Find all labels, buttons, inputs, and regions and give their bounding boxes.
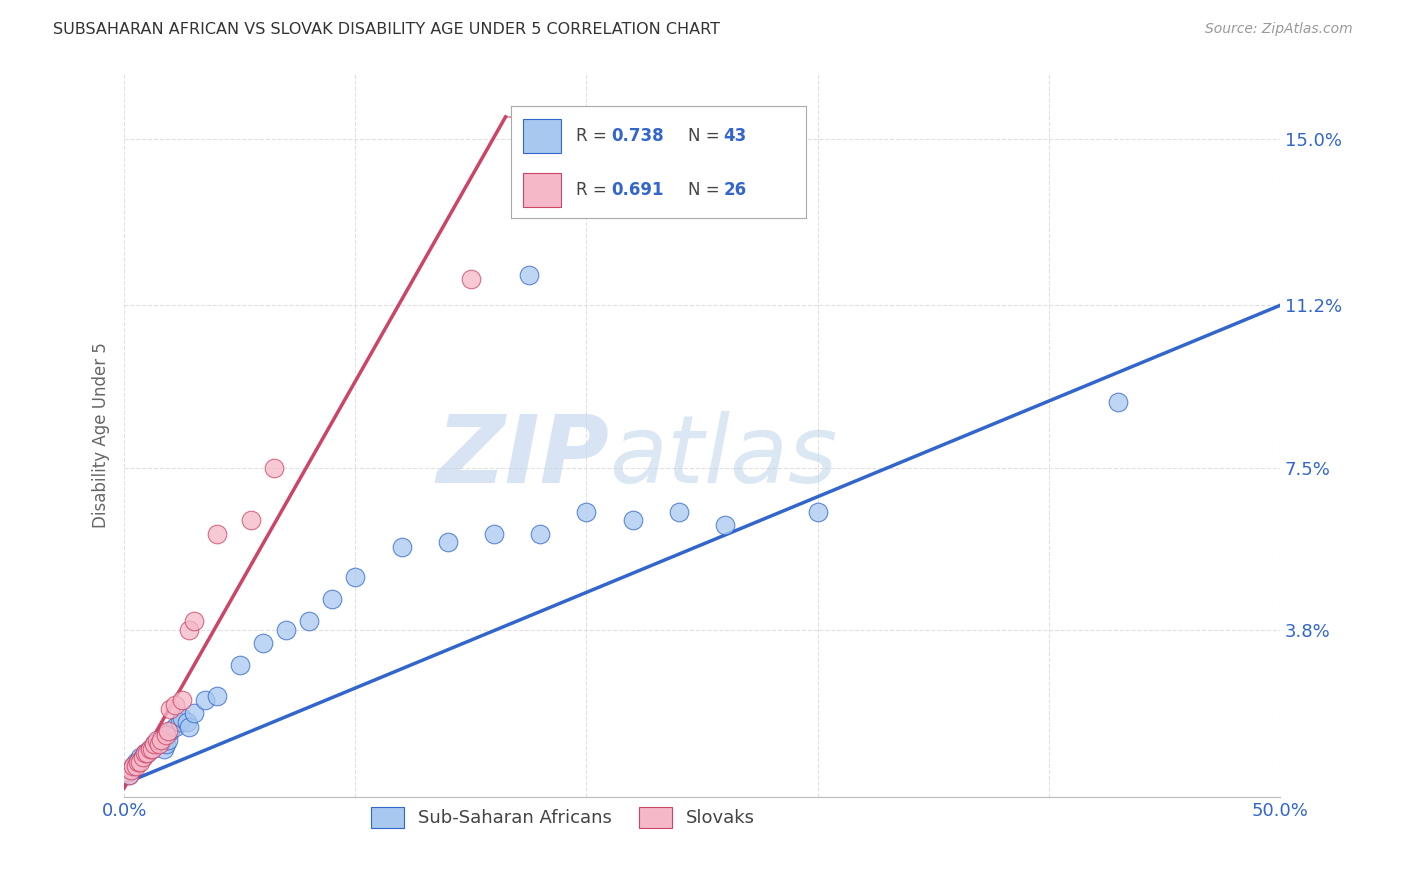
Sub-Saharan Africans <box>145 737 167 751</box>
Sub-Saharan Africans <box>138 741 160 756</box>
Slovaks <box>165 698 187 712</box>
Sub-Saharan Africans <box>1107 395 1129 409</box>
Sub-Saharan Africans <box>529 526 551 541</box>
Text: atlas: atlas <box>610 411 838 502</box>
Sub-Saharan Africans <box>176 715 198 730</box>
Sub-Saharan Africans <box>141 741 163 756</box>
Slovaks <box>125 759 148 773</box>
Legend: Sub-Saharan Africans, Slovaks: Sub-Saharan Africans, Slovaks <box>364 799 762 835</box>
Text: SUBSAHARAN AFRICAN VS SLOVAK DISABILITY AGE UNDER 5 CORRELATION CHART: SUBSAHARAN AFRICAN VS SLOVAK DISABILITY … <box>53 22 720 37</box>
Slovaks <box>120 764 142 778</box>
Sub-Saharan Africans <box>136 746 159 760</box>
Slovaks <box>127 755 149 769</box>
Sub-Saharan Africans <box>517 268 540 282</box>
Sub-Saharan Africans <box>127 755 149 769</box>
Sub-Saharan Africans <box>229 658 252 673</box>
Sub-Saharan Africans <box>321 592 343 607</box>
Slovaks <box>145 732 167 747</box>
Sub-Saharan Africans <box>165 720 187 734</box>
Sub-Saharan Africans <box>668 505 690 519</box>
Slovaks <box>131 750 153 764</box>
Slovaks <box>170 693 193 707</box>
Sub-Saharan Africans <box>344 570 367 584</box>
Slovaks <box>159 702 181 716</box>
Sub-Saharan Africans <box>129 750 152 764</box>
Slovaks <box>205 526 228 541</box>
Sub-Saharan Africans <box>298 615 321 629</box>
Sub-Saharan Africans <box>205 689 228 703</box>
Slovaks <box>240 513 263 527</box>
Sub-Saharan Africans <box>134 746 156 760</box>
Sub-Saharan Africans <box>170 711 193 725</box>
Slovaks <box>122 759 145 773</box>
Slovaks <box>138 741 160 756</box>
Y-axis label: Disability Age Under 5: Disability Age Under 5 <box>93 342 110 528</box>
Sub-Saharan Africans <box>194 693 217 707</box>
Sub-Saharan Africans <box>391 540 413 554</box>
Sub-Saharan Africans <box>169 715 191 730</box>
Text: ZIP: ZIP <box>437 410 610 502</box>
Sub-Saharan Africans <box>122 759 145 773</box>
Sub-Saharan Africans <box>152 741 174 756</box>
Slovaks <box>143 737 166 751</box>
Sub-Saharan Africans <box>150 732 173 747</box>
Sub-Saharan Africans <box>482 526 505 541</box>
Sub-Saharan Africans <box>177 720 200 734</box>
Sub-Saharan Africans <box>131 750 153 764</box>
Slovaks <box>136 746 159 760</box>
Sub-Saharan Africans <box>806 505 828 519</box>
Slovaks <box>150 732 173 747</box>
Slovaks <box>263 460 285 475</box>
Slovaks <box>129 755 152 769</box>
Sub-Saharan Africans <box>118 768 141 782</box>
Sub-Saharan Africans <box>252 636 274 650</box>
Slovaks <box>118 768 141 782</box>
Sub-Saharan Africans <box>621 513 644 527</box>
Slovaks <box>183 615 205 629</box>
Sub-Saharan Africans <box>125 755 148 769</box>
Slovaks <box>141 741 163 756</box>
Slovaks <box>460 272 482 286</box>
Slovaks <box>155 728 177 742</box>
Sub-Saharan Africans <box>148 732 170 747</box>
Sub-Saharan Africans <box>436 535 458 549</box>
Sub-Saharan Africans <box>143 737 166 751</box>
Text: Source: ZipAtlas.com: Source: ZipAtlas.com <box>1205 22 1353 37</box>
Sub-Saharan Africans <box>714 517 737 532</box>
Sub-Saharan Africans <box>183 706 205 721</box>
Slovaks <box>148 737 170 751</box>
Slovaks <box>177 623 200 637</box>
Sub-Saharan Africans <box>157 732 180 747</box>
Sub-Saharan Africans <box>575 505 598 519</box>
Slovaks <box>134 746 156 760</box>
Sub-Saharan Africans <box>159 723 181 738</box>
Slovaks <box>157 723 180 738</box>
Sub-Saharan Africans <box>155 737 177 751</box>
Sub-Saharan Africans <box>274 623 297 637</box>
